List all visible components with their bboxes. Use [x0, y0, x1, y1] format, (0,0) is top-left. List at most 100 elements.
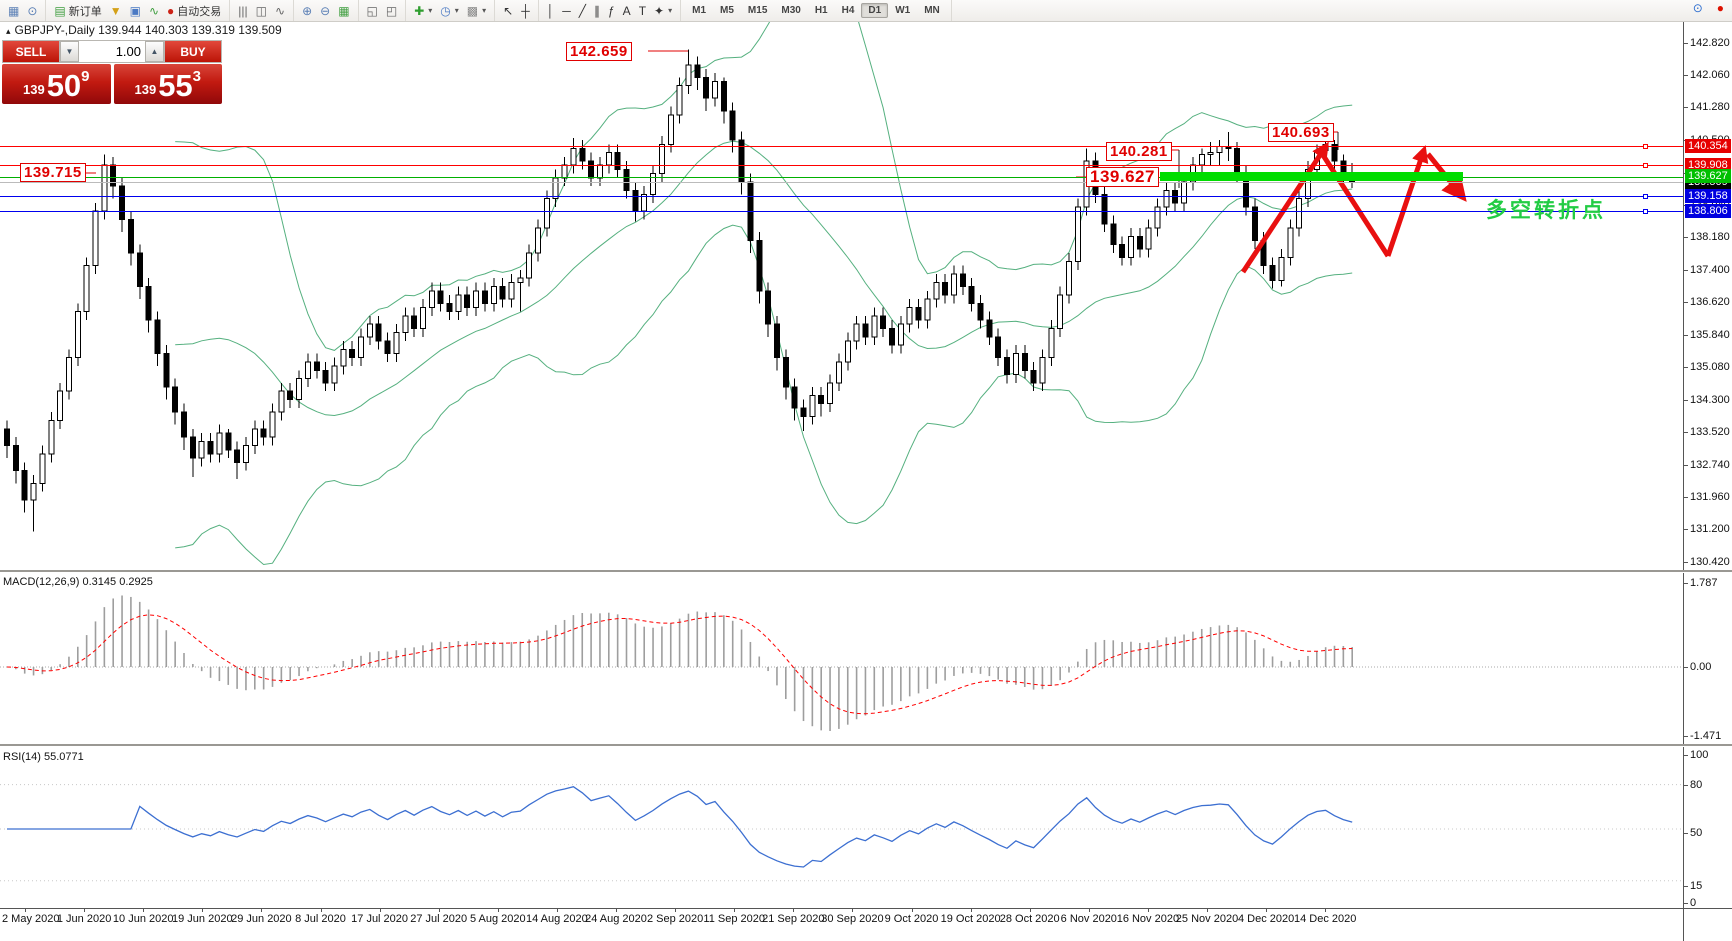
axis-tick [1684, 785, 1688, 786]
price-tag-139.627[interactable]: 139.627 [1086, 167, 1159, 187]
cursor-icon: ↖ [503, 3, 514, 18]
axis-tick-label: 131.200 [1690, 523, 1730, 536]
add-indicator-icon[interactable]: ✚ ▾ [410, 4, 436, 18]
candle-chart-mode-icon[interactable]: ◫ [252, 4, 271, 18]
timeframe-button-w1[interactable]: W1 [895, 5, 911, 16]
price-tag-142.659[interactable]: 142.659 [566, 42, 632, 61]
axis-tick [1684, 833, 1688, 834]
price-line-handle[interactable] [1643, 209, 1648, 214]
timeframe-button-mn[interactable]: MN [924, 5, 940, 16]
price-axis[interactable]: 142.820142.060141.280140.500139.720138.9… [1683, 21, 1732, 941]
channel-icon: ∥ [593, 3, 600, 18]
time-axis-label: 2 May 2020 [2, 913, 60, 925]
axis-tick [1684, 432, 1688, 434]
search-icon: ⊙ [1692, 1, 1703, 15]
axis-tick-label: 142.060 [1690, 68, 1730, 81]
timeframe-button-d1[interactable]: D1 [861, 3, 889, 18]
zoom-in-icon[interactable]: ⊕ [298, 4, 316, 18]
fibonacci-icon[interactable]: ƒ [604, 4, 619, 18]
line-chart-mode-icon[interactable]: ∿ [271, 4, 289, 18]
notification-icon: ● [1716, 1, 1724, 15]
navigator-icon[interactable]: ▣ [126, 4, 145, 18]
template-icon[interactable]: ▩ ▾ [463, 4, 490, 18]
new-chart-icon[interactable]: ▦ [4, 4, 23, 18]
toolbar-group: │ ─ ╱ ∥ ƒ A T ✦ ▾ [539, 0, 682, 21]
market-funnel-icon[interactable]: ▼ [106, 4, 126, 18]
autotrading-icon[interactable]: ● 自动交易 [163, 2, 225, 20]
zoom-out-icon: ⊖ [320, 3, 331, 18]
shapes-icon[interactable]: ✦ ▾ [650, 4, 676, 18]
buy-quote-box[interactable]: 139 55 3 [113, 64, 222, 104]
rsi-panel-separator[interactable] [0, 744, 1732, 747]
price-line-139.509[interactable] [0, 182, 1683, 183]
turning-point-note[interactable]: 多空转折点 [1486, 199, 1606, 222]
support-zone-band[interactable] [1160, 172, 1463, 181]
axis-tick-label: 0.00 [1690, 661, 1712, 673]
price-line-handle[interactable] [1643, 194, 1648, 199]
tile-windows-icon: ▦ [338, 3, 350, 18]
tile-windows-icon[interactable]: ▦ [334, 4, 353, 18]
price-tag-140.693[interactable]: 140.693 [1268, 123, 1334, 142]
time-axis-tick [25, 908, 26, 912]
search-icon[interactable]: ⊙ [1689, 1, 1707, 15]
trendline-icon[interactable]: ╱ [575, 4, 590, 18]
timeframe-button-m15[interactable]: M15 [747, 5, 768, 16]
price-badge-140.354: 140.354 [1685, 139, 1731, 153]
channel-icon[interactable]: ∥ [590, 4, 604, 18]
timeframe-button-m5[interactable]: M5 [720, 5, 734, 16]
market-funnel-icon: ▼ [109, 3, 122, 18]
timeframe-button-h1[interactable]: H1 [814, 5, 828, 16]
price-line-138.806[interactable] [0, 211, 1683, 212]
time-axis-tick [84, 908, 86, 912]
time-axis-label: 8 Jul 2020 [295, 913, 346, 925]
timeframe-button-h4[interactable]: H4 [841, 5, 855, 16]
dropdown-caret-icon: ▾ [482, 6, 487, 15]
volume-up-button[interactable]: ▲ [145, 41, 164, 62]
price-line-handle[interactable] [1643, 144, 1648, 149]
price-badge-139.158: 139.158 [1685, 189, 1731, 203]
vertical-line-icon: │ [546, 3, 555, 18]
toolbar-right: ⊙ ● [1689, 1, 1728, 15]
price-tag-139.715[interactable]: 139.715 [20, 163, 86, 182]
cascade-windows-icon[interactable]: ◰ [382, 4, 401, 18]
arrange-windows-icon[interactable]: ◱ [363, 4, 382, 18]
time-axis-label: 1 Jun 2020 [56, 913, 112, 925]
new-order-icon[interactable]: ▤ 新订单 [50, 2, 105, 20]
macd-panel-separator[interactable] [0, 570, 1732, 573]
sell-quote-box[interactable]: 139 50 9 [2, 64, 111, 104]
chart-zoom-icon[interactable]: ⊙ [23, 4, 41, 18]
sell-button[interactable]: SELL [3, 41, 59, 62]
volume-down-button[interactable]: ▼ [60, 41, 79, 62]
horizontal-line-icon[interactable]: ─ [558, 4, 575, 18]
vertical-line-icon[interactable]: │ [543, 4, 559, 18]
price-badge-139.908: 139.908 [1685, 158, 1731, 172]
price-line-139.158[interactable] [0, 196, 1683, 197]
text-icon[interactable]: A [619, 4, 635, 18]
bollinger-bands [175, 0, 1353, 566]
zoom-out-icon[interactable]: ⊖ [316, 4, 334, 18]
crosshair-icon[interactable]: ┼ [517, 4, 534, 18]
new-order-icon-label: 新订单 [68, 5, 102, 18]
time-axis-tick [970, 908, 972, 912]
timeframe-button-m30[interactable]: M30 [781, 5, 801, 16]
time-axis-line [0, 908, 1732, 909]
timeframe-button-m1[interactable]: M1 [692, 5, 707, 16]
cursor-icon[interactable]: ↖ [499, 4, 517, 18]
text-label-icon[interactable]: T [635, 4, 650, 18]
price-line-139.908[interactable] [0, 165, 1683, 166]
trendline-icon: ╱ [578, 3, 586, 18]
bar-chart-mode-icon[interactable]: ||| [234, 4, 251, 18]
signals-icon[interactable]: ∿ [145, 4, 163, 18]
volume-input[interactable] [79, 41, 145, 62]
price-line-140.354[interactable] [0, 146, 1683, 147]
notification-icon[interactable]: ● [1713, 1, 1728, 15]
buy-button[interactable]: BUY [165, 41, 221, 62]
cascade-windows-icon: ◰ [385, 3, 398, 18]
buy-quote-figure: 139 [134, 82, 157, 97]
price-tag-140.281[interactable]: 140.281 [1106, 142, 1172, 161]
price-line-handle[interactable] [1643, 163, 1648, 168]
chart-title: ▴ GBPJPY-,Daily 139.944 140.303 139.319 1… [6, 23, 282, 37]
periods-icon[interactable]: ◷ ▾ [436, 4, 463, 18]
time-axis-tick [1029, 908, 1031, 912]
